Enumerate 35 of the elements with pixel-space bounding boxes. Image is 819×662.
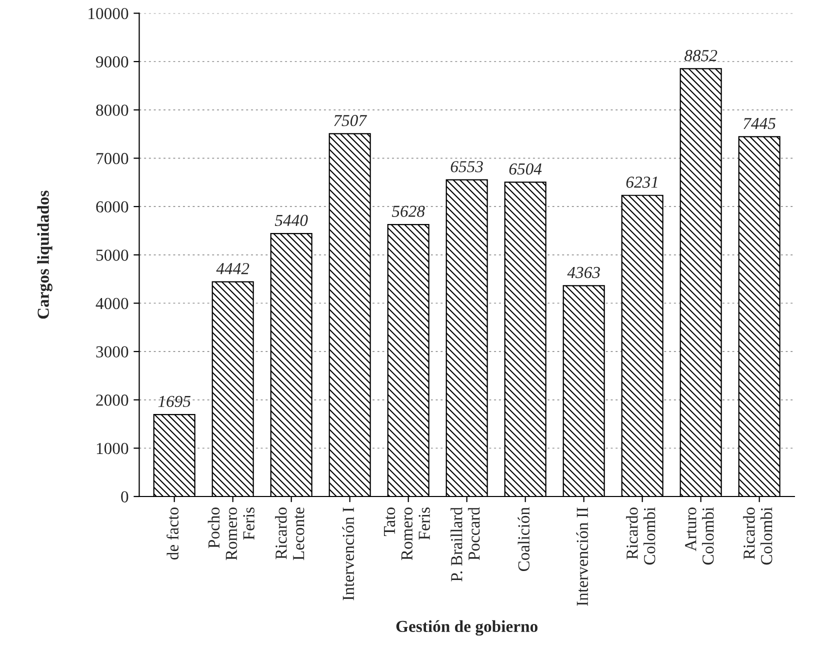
data-label: 4363 [567,266,600,278]
x-tick-label: Intervención II [576,508,588,606]
x-tick-label: Ricardo Leconte [275,507,304,560]
y-tick-label: 7000 [96,152,128,164]
data-label: 8852 [684,50,718,62]
y-tick-label: 4000 [96,298,128,310]
x-tick-label: Coalición [518,507,530,572]
x-axis-title: Gestión de gobierno [396,620,538,636]
data-label: 5440 [274,214,308,226]
data-label: 6553 [450,161,483,172]
y-tick-label: 0 [121,491,128,502]
data-label: 6231 [626,176,658,188]
x-tick-label: Ricardo Colombi [626,507,656,565]
y-tick-label: 8000 [96,104,128,116]
data-label: 1695 [158,396,190,408]
y-tick-label: 9000 [96,56,128,68]
x-tick-label: Intervención I [342,508,354,600]
x-tick-label: Ricardo Colombi [743,507,772,565]
x-tick-label: Pocho Romero Feris [208,508,254,560]
y-tick-label: 3000 [96,346,128,358]
y-tick-label: 2000 [96,394,128,406]
y-tick-label: 6000 [96,201,128,212]
y-tick-label: 10000 [88,8,128,20]
data-label: 7445 [744,118,776,130]
data-label: 5628 [392,206,425,217]
y-axis-title: Cargos liquidados [37,190,52,319]
x-tick-label: P. Braillard Poccard [450,507,480,582]
data-label: 6504 [509,163,542,175]
data-label: 7507 [334,114,368,126]
x-tick-label: Tato Romero Feris [384,508,430,560]
y-tick-label: 1000 [96,442,128,454]
x-tick-label: de facto [166,508,178,560]
x-tick-label: Arturo Colombi [685,507,714,565]
y-tick-label: 5000 [96,250,128,261]
data-label: 4442 [216,263,250,274]
